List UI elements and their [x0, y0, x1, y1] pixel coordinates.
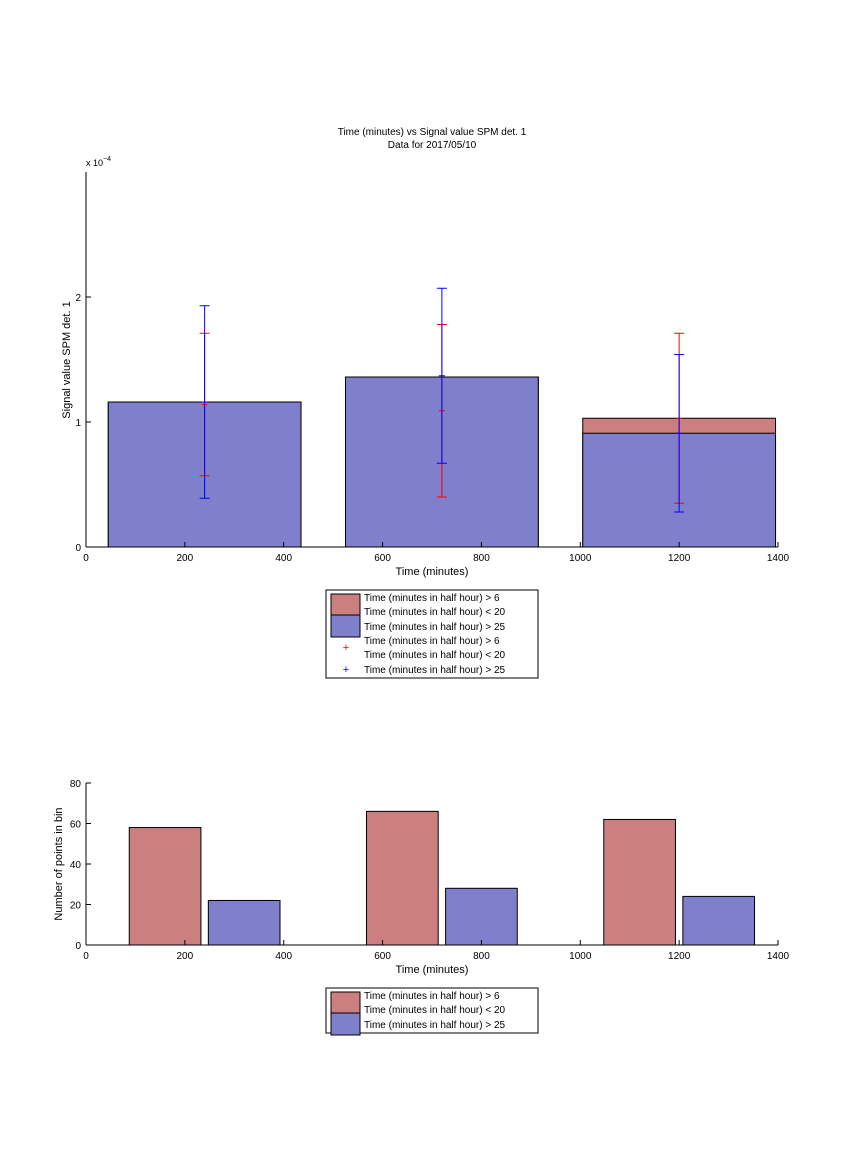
- x-tick-label: 200: [177, 553, 194, 564]
- legend-entry: Time (minutes in half hour) > 6: [364, 991, 500, 1002]
- errorbar-blue: [199, 305, 210, 499]
- signal-legend: + + Time (minutes in half hour) > 6 Time…: [325, 589, 539, 679]
- legend-swatch-red: [330, 991, 361, 1015]
- signal-errorbars: [199, 287, 685, 513]
- y-exponent: −4: [103, 156, 111, 163]
- count-bar-red: [603, 818, 676, 946]
- x-tick-label: 1400: [767, 553, 790, 564]
- count-chart: 0 200 400 600 800 1000 1200 1400 0 20 40 60 80 Time …: [53, 779, 790, 1036]
- y-axis-label: Signal value SPM det. 1: [61, 301, 73, 418]
- count-bar-blue: [207, 899, 281, 946]
- chart-subtitle: Data for 2017/05/10: [388, 140, 477, 151]
- legend-entry: Time (minutes in half hour) > 25: [364, 1020, 506, 1031]
- legend-entry: Time (minutes in half hour) > 6: [364, 593, 500, 604]
- x-tick-label: 1000: [569, 553, 592, 564]
- y-tick-label: 20: [70, 901, 82, 912]
- count-bar-blue: [682, 895, 756, 946]
- x-axis-label: Time (minutes): [396, 964, 469, 976]
- count-axes: 0 200 400 600 800 1000 1200 1400 0 20 40 60 80: [70, 779, 790, 962]
- x-tick-label: 0: [83, 553, 89, 564]
- x-axis-label: Time (minutes): [396, 566, 469, 578]
- x-tick-label: 600: [374, 951, 391, 962]
- x-tick-label: 600: [374, 553, 391, 564]
- legend-swatch-blue: [330, 1012, 361, 1036]
- count-legend: Time (minutes in half hour) > 6 Time (mi…: [325, 987, 539, 1036]
- errorbar-blue: [674, 354, 685, 513]
- y-tick-label: 80: [70, 779, 82, 790]
- y-tick-label: 60: [70, 820, 82, 831]
- count-bar-red: [366, 810, 439, 946]
- legend-box: [325, 987, 539, 1034]
- signal-axes: 0 200 400 600 800 1000 1200 1400 0 1 2: [75, 172, 790, 564]
- x-tick-label: 200: [177, 951, 194, 962]
- legend-entry: Time (minutes in half hour) < 20: [364, 607, 506, 618]
- y-multiplier: x 10−4: [86, 156, 111, 168]
- count-bars: [128, 810, 756, 946]
- x-tick-label: 1200: [668, 951, 691, 962]
- y-tick-label: 0: [75, 543, 81, 554]
- x-tick-label: 800: [473, 951, 490, 962]
- y-tick-label: 0: [75, 941, 81, 952]
- legend-entry: Time (minutes in half hour) > 25: [364, 622, 506, 633]
- signal-chart: Time (minutes) vs Signal value SPM det. …: [61, 127, 790, 679]
- legend-box: [325, 589, 539, 679]
- legend-marker-blue: +: [343, 664, 349, 676]
- legend-entry: Time (minutes in half hour) > 25: [364, 665, 506, 676]
- chart-title: Time (minutes) vs Signal value SPM det. …: [338, 127, 527, 138]
- legend-swatch-blue: [330, 614, 361, 638]
- legend-swatch-red: [330, 593, 361, 617]
- y-axis-label: Number of points in bin: [53, 807, 65, 920]
- x-tick-label: 1400: [767, 951, 790, 962]
- count-bar-blue: [445, 887, 518, 946]
- legend-entry: Time (minutes in half hour) > 6: [364, 636, 500, 647]
- legend-marker-red: +: [343, 642, 349, 654]
- x-tick-label: 0: [83, 951, 89, 962]
- x-tick-label: 1000: [569, 951, 592, 962]
- x-tick-label: 400: [275, 553, 292, 564]
- y-tick-label: 1: [75, 418, 81, 429]
- legend-entry: Time (minutes in half hour) < 20: [364, 1005, 506, 1016]
- legend-entry: Time (minutes in half hour) < 20: [364, 650, 506, 661]
- y-tick-label: 2: [75, 293, 81, 304]
- count-bar-red: [128, 827, 202, 946]
- x-tick-label: 400: [275, 951, 292, 962]
- y-tick-label: 40: [70, 860, 82, 871]
- x-tick-label: 800: [473, 553, 490, 564]
- x-tick-label: 1200: [668, 553, 691, 564]
- errorbar-blue: [436, 287, 447, 464]
